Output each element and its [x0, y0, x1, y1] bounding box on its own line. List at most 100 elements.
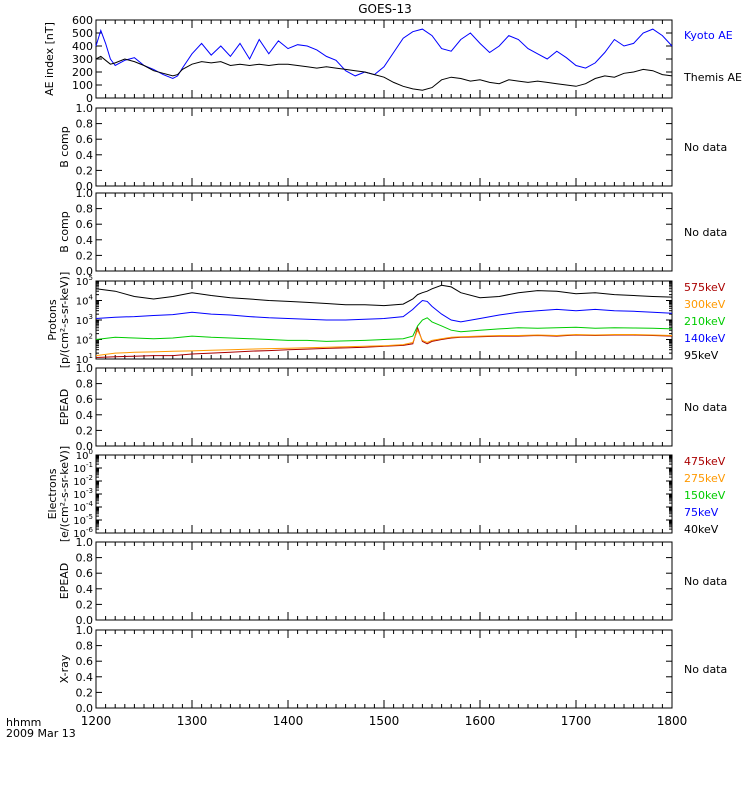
- y-tick-label: 0.2: [76, 164, 94, 177]
- y-tick-label: 0.6: [76, 655, 94, 668]
- y-axis-label: B comp: [58, 211, 71, 253]
- panel-frame: [95, 280, 673, 360]
- y-tick-label: 104: [76, 294, 94, 308]
- no-data-note: No data: [684, 575, 727, 588]
- y-tick-label: 0.0: [76, 702, 94, 715]
- panel-frame: [95, 629, 673, 709]
- plot-title: GOES-13: [358, 2, 412, 16]
- legend-entry: 140keV: [684, 332, 726, 345]
- no-data-note: No data: [684, 226, 727, 239]
- y-axis-label: [e/(cm²-s-sr-keV)]: [58, 446, 71, 542]
- y-tick-label: 1.0: [76, 536, 94, 549]
- y-tick-label: 103: [76, 313, 93, 327]
- panel-8: 0.0 0.2 0.4 0.6 0.8 1.0 X-ray No data: [58, 624, 727, 715]
- y-tick-label: 0.4: [76, 234, 94, 247]
- y-tick-label: 0.2: [76, 598, 94, 611]
- date-label: 2009 Mar 13: [6, 727, 76, 740]
- y-tick-label: 0: [86, 92, 93, 105]
- legend-entry: 150keV: [684, 489, 726, 502]
- y-tick-label: 10-4: [73, 500, 93, 514]
- y-tick-label: 0.4: [76, 671, 94, 684]
- legend-entry: 475keV: [684, 455, 726, 468]
- y-tick-label: 0.2: [76, 424, 94, 437]
- legend-entry: Kyoto AE: [684, 29, 733, 42]
- y-tick-label: 0.4: [76, 149, 94, 162]
- y-tick-label: 0.0: [76, 265, 94, 278]
- legend-entry: 95keV: [684, 349, 719, 362]
- y-tick-label: 0.8: [76, 552, 94, 565]
- no-data-note: No data: [684, 663, 727, 676]
- legend-entry: Themis AE: [683, 71, 742, 84]
- panel-3: 0.0 0.2 0.4 0.6 0.8 1.0 B comp No data: [58, 187, 727, 278]
- legend-entry: 275keV: [684, 472, 726, 485]
- x-tick-label: 1500: [369, 714, 400, 728]
- panel-2: 0.0 0.2 0.4 0.6 0.8 1.0 B comp No data: [58, 102, 727, 193]
- panel-frame: [95, 541, 673, 621]
- y-axis-label: EPEAD: [58, 563, 71, 600]
- y-tick-label: 1.0: [76, 187, 94, 200]
- y-tick-label: 100: [76, 448, 93, 462]
- y-tick-label: 200: [72, 66, 93, 79]
- y-tick-label: 0.6: [76, 133, 94, 146]
- panel-frame: [95, 107, 673, 187]
- y-tick-label: 400: [72, 40, 93, 53]
- y-axis-label: B comp: [58, 126, 71, 168]
- y-axis-label: X-ray: [58, 654, 71, 683]
- y-tick-label: 0.8: [76, 640, 94, 653]
- y-axis-label: Protons: [46, 299, 59, 340]
- y-tick-label: 0.4: [76, 409, 94, 422]
- no-data-note: No data: [684, 141, 727, 154]
- y-axis-label: AE index [nT]: [43, 22, 56, 96]
- series-line-210kev: [95, 317, 673, 342]
- panel-frame: [95, 19, 673, 99]
- x-tick-label: 1200: [81, 714, 112, 728]
- y-tick-label: 600: [72, 14, 93, 27]
- y-tick-label: 102: [76, 333, 93, 347]
- series-line-95kev: [95, 284, 673, 307]
- y-axis-label: [p/(cm²-s-sr-keV)]: [58, 272, 71, 369]
- y-tick-label: 0.8: [76, 203, 94, 216]
- y-tick-label: 0.0: [76, 614, 94, 627]
- y-tick-label: 100: [72, 79, 93, 92]
- y-tick-label: 0.8: [76, 118, 94, 131]
- y-axis-label: Electrons: [46, 468, 59, 519]
- x-tick-label: 1400: [273, 714, 304, 728]
- y-tick-label: 0.4: [76, 583, 94, 596]
- y-tick-label: 1.0: [76, 624, 94, 637]
- y-tick-label: 500: [72, 27, 93, 40]
- y-tick-label: 0.0: [76, 440, 94, 453]
- y-tick-label: 0.0: [76, 180, 94, 193]
- y-tick-label: 1.0: [76, 102, 94, 115]
- y-tick-label: 300: [72, 53, 93, 66]
- legend-entry: 75keV: [684, 506, 719, 519]
- panel-5: 0.0 0.2 0.4 0.6 0.8 1.0 EPEAD No data: [58, 362, 727, 453]
- panel-frame: [95, 454, 673, 534]
- series-line-kyoto-ae: [95, 28, 673, 80]
- no-data-note: No data: [684, 401, 727, 414]
- y-tick-label: 10-3: [73, 487, 93, 501]
- y-axis-label: EPEAD: [58, 389, 71, 426]
- x-tick-label: 1700: [561, 714, 592, 728]
- legend-entry: 300keV: [684, 298, 726, 311]
- x-tick-label: 1300: [177, 714, 208, 728]
- y-tick-label: 0.8: [76, 378, 94, 391]
- y-tick-label: 0.6: [76, 393, 94, 406]
- series-line-themis-ae: [95, 55, 673, 91]
- y-tick-label: 0.2: [76, 249, 94, 262]
- x-tick-label: 1800: [657, 714, 688, 728]
- y-tick-label: 0.6: [76, 567, 94, 580]
- legend-entry: 575keV: [684, 281, 726, 294]
- y-tick-label: 10-5: [73, 513, 93, 527]
- time-axis-label: hhmm: [6, 716, 41, 729]
- series-line-300kev: [95, 328, 673, 357]
- y-tick-label: 105: [76, 274, 93, 288]
- legend-entry: 40keV: [684, 523, 719, 536]
- y-tick-label: 0.6: [76, 218, 94, 231]
- y-tick-label: 10-1: [73, 461, 93, 475]
- panel-7: 0.0 0.2 0.4 0.6 0.8 1.0 EPEAD No data: [58, 536, 727, 627]
- legend-entry: 210keV: [684, 315, 726, 328]
